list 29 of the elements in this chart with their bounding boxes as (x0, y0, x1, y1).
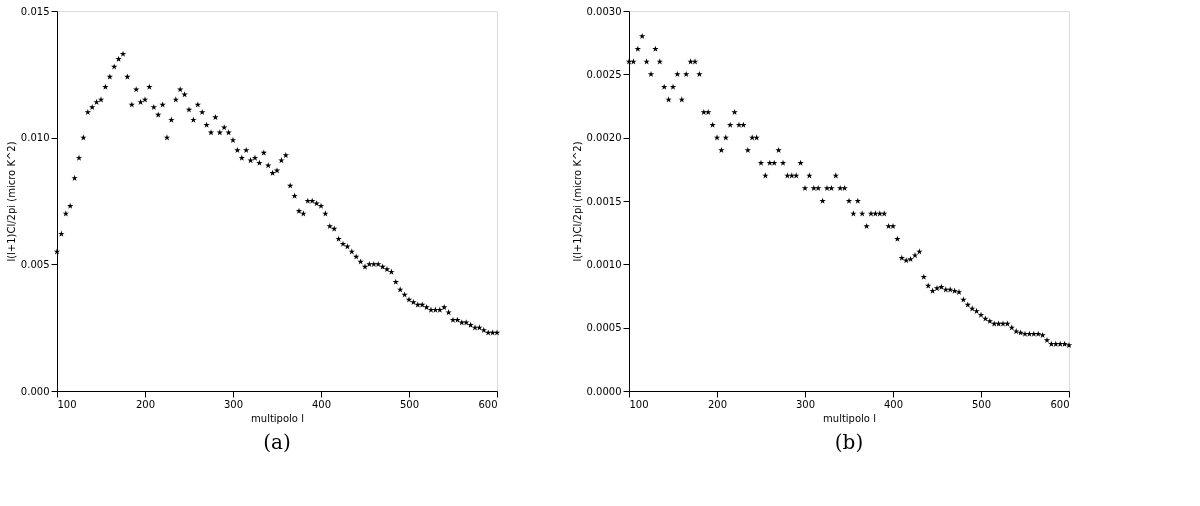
text: (a) (263, 430, 291, 454)
x-tick-label: 400 (311, 398, 332, 410)
y-tick-label: 0.0005 (586, 322, 622, 334)
y-tick-label: 0.0010 (586, 258, 622, 270)
y-axis-title: l(l+1)Cl/2pi (micro K^2) (5, 141, 17, 262)
x-tick-label: 300 (223, 398, 244, 410)
y-axis-title: l(l+1)Cl/2pi (micro K^2) (571, 141, 583, 262)
x-axis-title: multipolo l (823, 412, 876, 424)
y-tick-label: 0.0020 (586, 132, 622, 144)
y-tick-label: 0.005 (20, 258, 50, 270)
x-tick-label: 200 (135, 398, 156, 410)
y-tick-label: 0.0000 (586, 385, 622, 397)
x-tick-label: 600 (1050, 398, 1070, 410)
x-tick-label: 200 (707, 398, 728, 410)
y-tick-label: 0.0030 (586, 5, 622, 17)
x-tick-label: 500 (971, 398, 992, 410)
y-tick-label: 0.015 (20, 5, 50, 17)
x-tick-label: 400 (883, 398, 904, 410)
y-tick-label: 0.0015 (586, 195, 622, 207)
x-tick-label: 300 (795, 398, 816, 410)
x-tick-label: 600 (478, 398, 498, 410)
x-axis-title: multipolo l (251, 412, 304, 424)
x-tick-label: 100 (57, 398, 77, 410)
y-tick-label: 0.010 (20, 132, 50, 144)
x-tick-label: 100 (629, 398, 649, 410)
text: (b) (834, 430, 864, 454)
y-tick-label: 0.0025 (586, 68, 622, 80)
x-tick-label: 500 (399, 398, 420, 410)
y-tick-label: 0.000 (20, 385, 50, 397)
